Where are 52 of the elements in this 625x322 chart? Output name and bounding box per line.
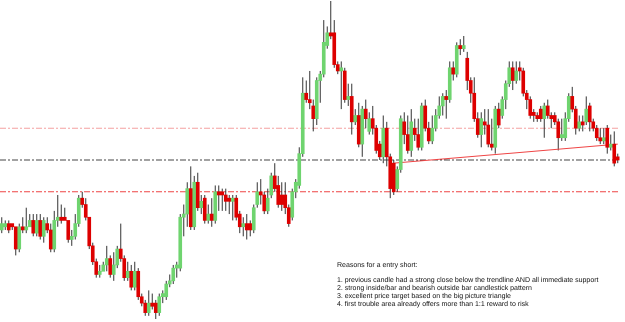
candlestick — [451, 60, 456, 81]
candlestick — [20, 216, 25, 234]
candlestick — [612, 130, 616, 167]
candlestick — [6, 220, 11, 234]
candlestick — [210, 198, 214, 228]
candlestick — [199, 194, 204, 215]
candlestick — [248, 220, 252, 237]
candlestick — [440, 92, 445, 116]
candlestick — [458, 38, 462, 56]
candlestick — [38, 214, 42, 240]
candlestick — [202, 194, 207, 224]
candlestick — [510, 60, 515, 91]
candlestick — [560, 118, 564, 142]
candlestick — [577, 114, 582, 132]
candlestick — [34, 214, 39, 237]
candlestick — [353, 108, 358, 126]
candlestick — [479, 112, 484, 148]
candlestick — [104, 245, 109, 272]
candlestick — [220, 188, 224, 212]
candlestick — [538, 105, 543, 122]
candlestick — [605, 124, 610, 154]
candlestick — [216, 184, 221, 212]
candlestick — [406, 114, 410, 154]
candlestick — [14, 226, 18, 256]
candlestick — [444, 90, 448, 120]
candlestick — [59, 204, 64, 224]
candlestick — [244, 214, 249, 240]
candlestick — [224, 188, 228, 212]
candlestick — [416, 118, 420, 151]
candlestick — [132, 261, 137, 291]
candlestick — [42, 216, 46, 244]
candlestick — [486, 108, 490, 148]
candlestick — [0, 216, 4, 234]
candlestick — [24, 207, 28, 234]
candlestick — [514, 60, 518, 84]
candlestick — [542, 102, 546, 138]
candlestick — [535, 112, 540, 122]
candlestick — [602, 128, 606, 145]
candlestick — [462, 35, 466, 52]
candlestick — [598, 128, 602, 145]
candlestick — [280, 182, 284, 212]
candlestick — [31, 214, 36, 237]
candlestick — [339, 60, 344, 110]
candlestick — [98, 264, 102, 278]
candlestick — [157, 293, 162, 316]
candlestick — [126, 261, 130, 282]
candlestick — [129, 264, 134, 291]
candlestick — [206, 204, 210, 224]
candlestick — [171, 264, 176, 285]
candlestick — [66, 220, 70, 244]
candlestick — [146, 290, 151, 316]
candlestick — [346, 83, 350, 106]
